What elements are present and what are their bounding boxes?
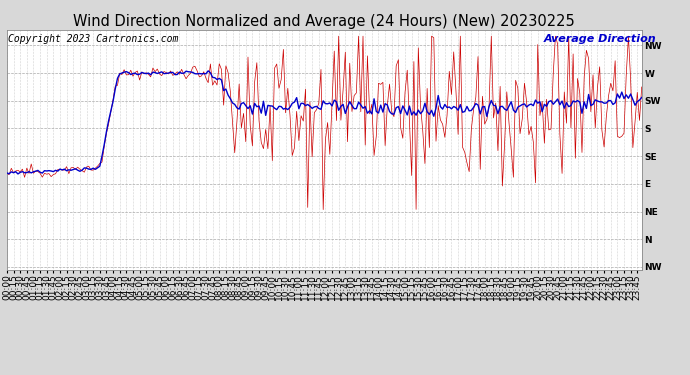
Title: Wind Direction Normalized and Average (24 Hours) (New) 20230225: Wind Direction Normalized and Average (2…: [73, 14, 575, 29]
Text: Average Direction: Average Direction: [543, 34, 656, 44]
Text: Copyright 2023 Cartronics.com: Copyright 2023 Cartronics.com: [8, 34, 179, 44]
